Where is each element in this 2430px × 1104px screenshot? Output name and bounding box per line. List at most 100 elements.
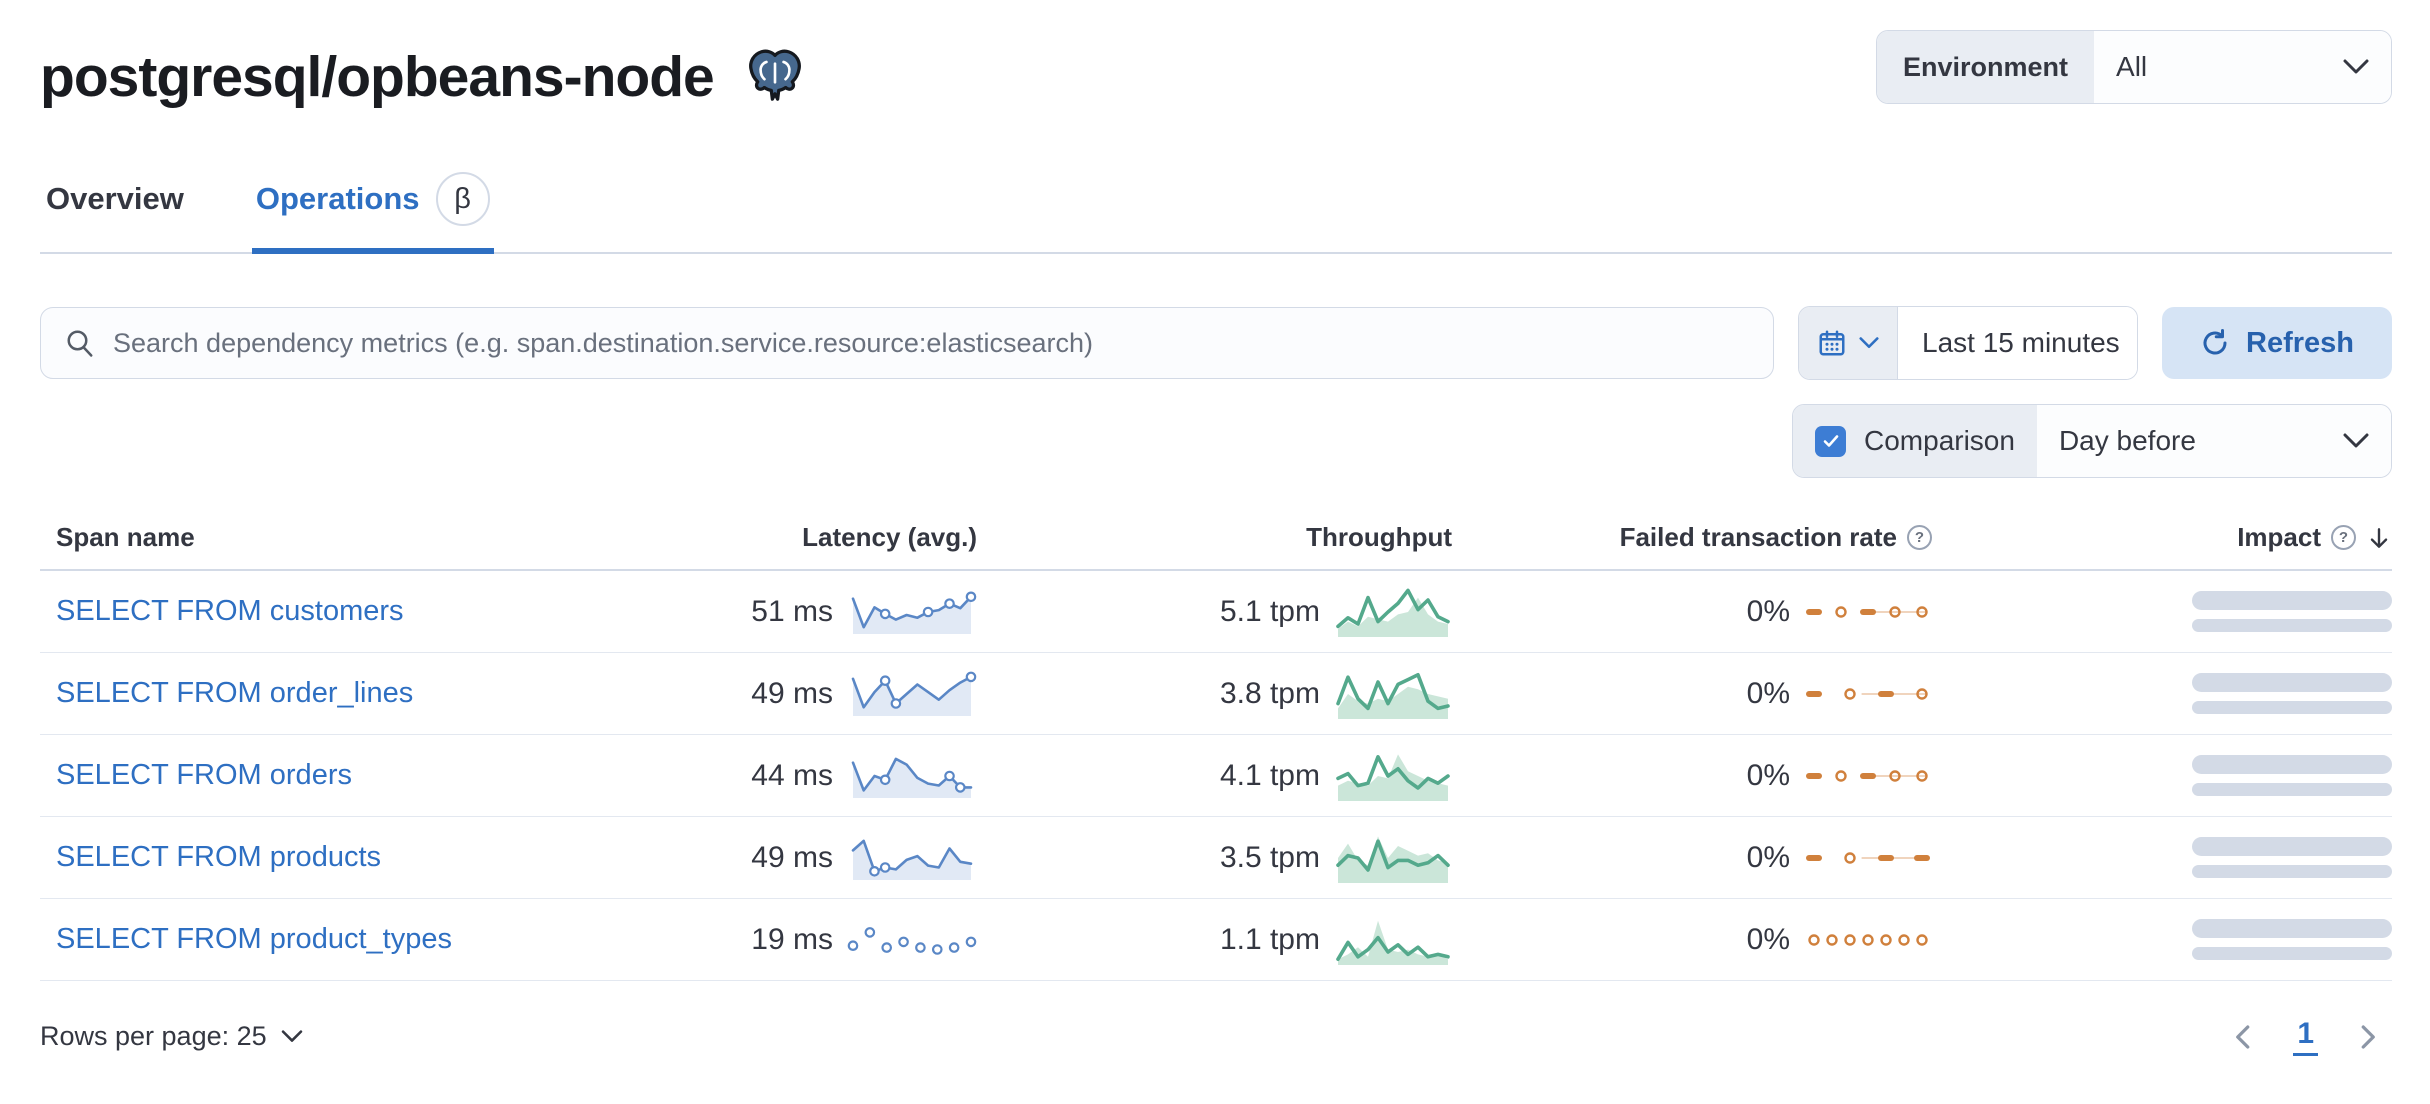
throughput-sparkline [1334,666,1452,722]
page-title: postgresql/opbeans-node [40,45,715,109]
table-row: SELECT FROM products 49 ms 3.5 tpm 0% [40,817,2392,899]
failed-rate-value: 0% [1746,922,1790,956]
throughput-sparkline [1334,584,1452,640]
tab-operations[interactable]: Operations β [251,162,494,254]
column-header-span-name[interactable]: Span name [40,522,577,553]
throughput-value: 1.1 tpm [1219,922,1320,956]
column-label: Impact [2237,522,2321,552]
table-row: SELECT FROM customers 51 ms 5.1 tpm 0% [40,571,2392,653]
time-range-picker[interactable]: Last 15 minutes [1798,306,2138,380]
impact-bar-previous [2192,947,2392,960]
beta-badge: β [435,172,490,226]
check-icon [1823,435,1838,447]
latency-sparkline [847,669,977,719]
calendar-icon [1819,330,1845,356]
latency-value: 49 ms [751,676,833,710]
refresh-label: Refresh [2246,326,2354,359]
environment-label: Environment [1877,31,2095,103]
chevron-down-icon [1859,337,1879,349]
refresh-button[interactable]: Refresh [2162,307,2392,379]
help-icon[interactable]: ? [2331,525,2356,550]
next-page-button[interactable] [2352,1022,2382,1052]
column-header-latency[interactable]: Latency (avg.) [577,522,977,553]
failed-rate-value: 0% [1746,840,1790,874]
latency-value: 51 ms [751,594,833,628]
previous-page-button[interactable] [2229,1022,2259,1052]
column-header-impact[interactable]: Impact ? [1932,522,2392,553]
table-row: SELECT FROM orders 44 ms 4.1 tpm 0% [40,735,2392,817]
column-label: Latency (avg.) [802,522,977,552]
search-box[interactable] [40,307,1774,379]
calendar-button[interactable] [1799,307,1898,379]
throughput-sparkline [1334,912,1452,968]
tab-overview-label: Overview [46,181,184,216]
throughput-value: 4.1 tpm [1219,758,1320,792]
impact-bar-previous [2192,865,2392,878]
failed-rate-value: 0% [1746,676,1790,710]
span-name-link[interactable]: SELECT FROM orders [56,759,352,791]
latency-value: 44 ms [751,758,833,792]
tab-overview[interactable]: Overview [42,162,188,252]
table-row: SELECT FROM product_types 19 ms 1.1 tpm … [40,899,2392,981]
comparison-control: Comparison Day before [1792,404,2392,478]
toolbar: Last 15 minutes Refresh [40,306,2392,380]
column-header-throughput[interactable]: Throughput [977,522,1452,553]
failed-rate-sparkline [1804,844,1932,872]
table-header: Span name Latency (avg.) Throughput Fail… [40,522,2392,571]
span-name-link[interactable]: SELECT FROM order_lines [56,677,414,709]
chevron-down-icon [2343,59,2369,74]
search-input[interactable] [113,327,1749,359]
environment-select[interactable]: Environment All [1876,30,2392,104]
impact-bar-previous [2192,619,2392,632]
chevron-down-icon [2343,433,2369,448]
impact-bar-current [2192,591,2392,610]
column-header-failed-rate[interactable]: Failed transaction rate ? [1452,522,1932,553]
operations-table: Span name Latency (avg.) Throughput Fail… [40,522,2392,981]
chevron-down-icon [281,1030,302,1042]
column-label: Span name [56,522,195,552]
latency-value: 19 ms [751,922,833,956]
failed-rate-sparkline [1804,926,1932,954]
impact-bar-previous [2192,783,2392,796]
impact-bar-current [2192,755,2392,774]
latency-sparkline [847,915,977,965]
rows-per-page-button[interactable]: Rows per page: 25 [40,1021,303,1052]
help-icon[interactable]: ? [1907,525,1932,550]
comparison-checkbox[interactable] [1815,425,1846,457]
comparison-label: Comparison [1864,425,2015,456]
page-header: postgresql/opbeans-node Environment All [40,30,2392,114]
latency-sparkline [847,751,977,801]
span-name-link[interactable]: SELECT FROM products [56,841,382,873]
table-row: SELECT FROM order_lines 49 ms 3.8 tpm 0% [40,653,2392,735]
column-label: Throughput [1306,522,1452,552]
impact-bar-current [2192,837,2392,856]
comparison-toggle[interactable]: Comparison [1793,405,2037,477]
time-range-value[interactable]: Last 15 minutes [1898,307,2137,379]
rows-per-page-label: Rows per page: 25 [40,1021,267,1051]
refresh-icon [2203,329,2227,355]
comparison-row: Comparison Day before [40,404,2392,478]
throughput-value: 3.8 tpm [1219,676,1320,710]
comparison-select[interactable]: Day before [2036,405,2391,477]
column-label: Failed transaction rate [1619,522,1897,552]
latency-value: 49 ms [751,840,833,874]
table-body: SELECT FROM customers 51 ms 5.1 tpm 0% S… [40,571,2392,981]
failed-rate-value: 0% [1746,594,1790,628]
table-footer: Rows per page: 25 1 [40,1017,2392,1056]
span-name-link[interactable]: SELECT FROM product_types [56,923,452,955]
sort-desc-icon [2370,527,2388,548]
search-icon [67,330,93,357]
throughput-value: 3.5 tpm [1219,840,1320,874]
postgresql-elephant-icon [748,49,801,101]
failed-rate-sparkline [1804,762,1932,790]
impact-bar-current [2192,673,2392,692]
environment-value: All [2116,51,2148,82]
pagination: 1 [2229,1017,2392,1056]
span-name-link[interactable]: SELECT FROM customers [56,595,404,627]
failed-rate-sparkline [1804,680,1932,708]
page-number[interactable]: 1 [2293,1017,2318,1056]
latency-sparkline [847,587,977,637]
throughput-value: 5.1 tpm [1219,594,1320,628]
tab-operations-label: Operations [255,181,420,216]
throughput-sparkline [1334,830,1452,886]
